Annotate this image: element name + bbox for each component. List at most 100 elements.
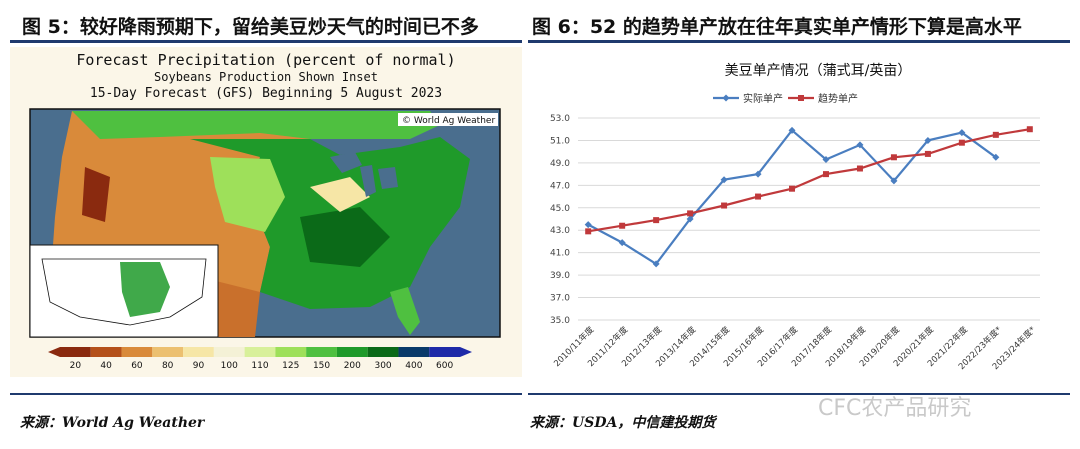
y-tick-label: 39.0 xyxy=(550,271,570,281)
map-title-line1: Forecast Precipitation (percent of norma… xyxy=(76,51,456,69)
legend-value-label: 20 xyxy=(70,361,82,371)
data-point xyxy=(618,239,626,247)
series-line xyxy=(588,128,1030,233)
precipitation-map-svg: © World Ag Weather 20 40 60 80 90 100 110 125 15… xyxy=(29,108,501,371)
legend-value-label: 150 xyxy=(313,361,330,371)
y-tick-label: 35.0 xyxy=(550,316,570,326)
data-point xyxy=(890,154,897,161)
land-very-dry-area xyxy=(82,167,110,222)
legend-swatch xyxy=(183,347,214,357)
data-point xyxy=(619,222,626,229)
great-lake-michigan xyxy=(360,165,376,197)
data-point xyxy=(992,131,999,138)
data-point xyxy=(856,165,863,172)
data-point xyxy=(686,215,694,223)
map-legend-colorbar: 20 40 60 80 90 100 110 125 150 200 300 400 600 xyxy=(48,347,472,371)
legend-swatch xyxy=(121,347,153,357)
legend-marker xyxy=(722,94,730,102)
map-brand-box xyxy=(398,113,498,126)
data-point xyxy=(924,150,931,157)
legend-swatch xyxy=(306,347,337,357)
legend-value-label: 600 xyxy=(436,361,453,371)
data-point xyxy=(958,129,966,137)
data-point xyxy=(754,170,762,178)
legend-value-label: 60 xyxy=(131,361,143,371)
legend-arrow-right xyxy=(460,347,472,357)
legend-swatch xyxy=(90,347,122,357)
data-point xyxy=(584,221,592,229)
land-very-wet-area xyxy=(300,207,390,267)
inset-us-outline xyxy=(41,258,207,326)
legend-value-label: 125 xyxy=(282,361,299,371)
map-brand: © World Ag Weather xyxy=(402,116,495,126)
data-point xyxy=(924,136,932,144)
land-canada xyxy=(72,111,440,139)
chart-title: 美豆单产情况（蒲式耳/英亩） xyxy=(725,62,912,79)
data-point xyxy=(856,141,864,149)
data-point xyxy=(652,260,660,268)
chart-gridlines xyxy=(578,117,1040,321)
data-point xyxy=(585,228,592,235)
legend-label: 趋势单产 xyxy=(818,92,858,105)
y-tick-label: 45.0 xyxy=(550,204,570,214)
map-title-line2: Soybeans Production Shown Inset xyxy=(154,70,378,84)
legend-value-label: 80 xyxy=(162,361,174,371)
inset-soybean-area xyxy=(120,262,170,317)
legend-swatch xyxy=(429,347,460,357)
y-tick-label: 47.0 xyxy=(550,181,570,191)
legend-marker xyxy=(798,95,804,101)
chart-y-ticks: 35.0 37.0 39.0 41.0 43.0 45.0 47.0 49.0 51.0 53.0 xyxy=(550,114,570,326)
y-tick-label: 53.0 xyxy=(550,114,570,124)
legend-value-label: 40 xyxy=(100,361,112,371)
y-tick-label: 49.0 xyxy=(550,159,570,169)
legend-swatch xyxy=(60,347,91,357)
land-near-normal-area xyxy=(310,177,370,212)
legend-swatch xyxy=(152,347,184,357)
legend-value-label: 90 xyxy=(193,361,205,371)
precipitation-map-panel: Forecast Precipitation (percent of norma… xyxy=(10,47,522,377)
data-point xyxy=(755,193,762,200)
legend-value-label: 110 xyxy=(251,361,268,371)
yield-line-chart: 美豆单产情况（蒲式耳/英亩） 实际单产 趋势单产 35.0 37.0 39.0 41.0… xyxy=(550,62,1040,372)
data-point xyxy=(890,177,898,185)
right-figure-title: 图 6：52 的趋势单产放在往年真实单产情形下算是高水平 xyxy=(532,16,1022,38)
y-tick-label: 37.0 xyxy=(550,294,570,304)
legend-swatch xyxy=(367,347,399,357)
data-point xyxy=(687,210,694,217)
watermark: CFC农产品研究 xyxy=(818,396,972,421)
data-point xyxy=(1026,126,1033,133)
data-point xyxy=(992,153,1000,161)
legend-value-label: 400 xyxy=(405,361,422,371)
legend-swatch xyxy=(275,347,307,357)
data-point xyxy=(822,171,829,178)
chart-x-ticks: 2010/11年度2011/12年度2012/13年度2013/14年度2014… xyxy=(552,324,1038,372)
right-title-rule xyxy=(528,40,1070,43)
series-line xyxy=(587,128,997,266)
left-source: 来源：World Ag Weather xyxy=(20,415,205,431)
legend-swatch xyxy=(336,347,368,357)
data-point xyxy=(653,217,660,224)
chart-series xyxy=(584,126,1033,268)
legend-swatch xyxy=(244,347,276,357)
data-point xyxy=(958,139,965,146)
right-bottom-rule xyxy=(528,393,1070,395)
data-point xyxy=(788,126,796,134)
legend-value-label: 100 xyxy=(221,361,238,371)
great-lake-huron xyxy=(378,167,398,189)
chart-legend: 实际单产 趋势单产 xyxy=(713,92,858,105)
data-point xyxy=(789,185,796,192)
map-title-line3: 15-Day Forecast (GFS) Beginning 5 August… xyxy=(89,86,443,101)
right-source: 来源：USDA，中信建投期货 xyxy=(530,415,716,431)
legend-value-label: 300 xyxy=(374,361,391,371)
legend-value-label: 200 xyxy=(344,361,361,371)
data-point xyxy=(822,156,830,164)
data-point xyxy=(721,202,728,209)
legend-arrow-left xyxy=(48,347,60,357)
land-moderate-plains xyxy=(210,157,285,232)
great-lake-superior xyxy=(330,152,362,173)
left-title-rule xyxy=(10,40,522,43)
left-figure-title: 图 5：较好降雨预期下，留给美豆炒天气的时间已不多 xyxy=(22,16,479,38)
y-tick-label: 41.0 xyxy=(550,249,570,259)
land-florida xyxy=(390,287,420,335)
legend-swatch xyxy=(213,347,245,357)
